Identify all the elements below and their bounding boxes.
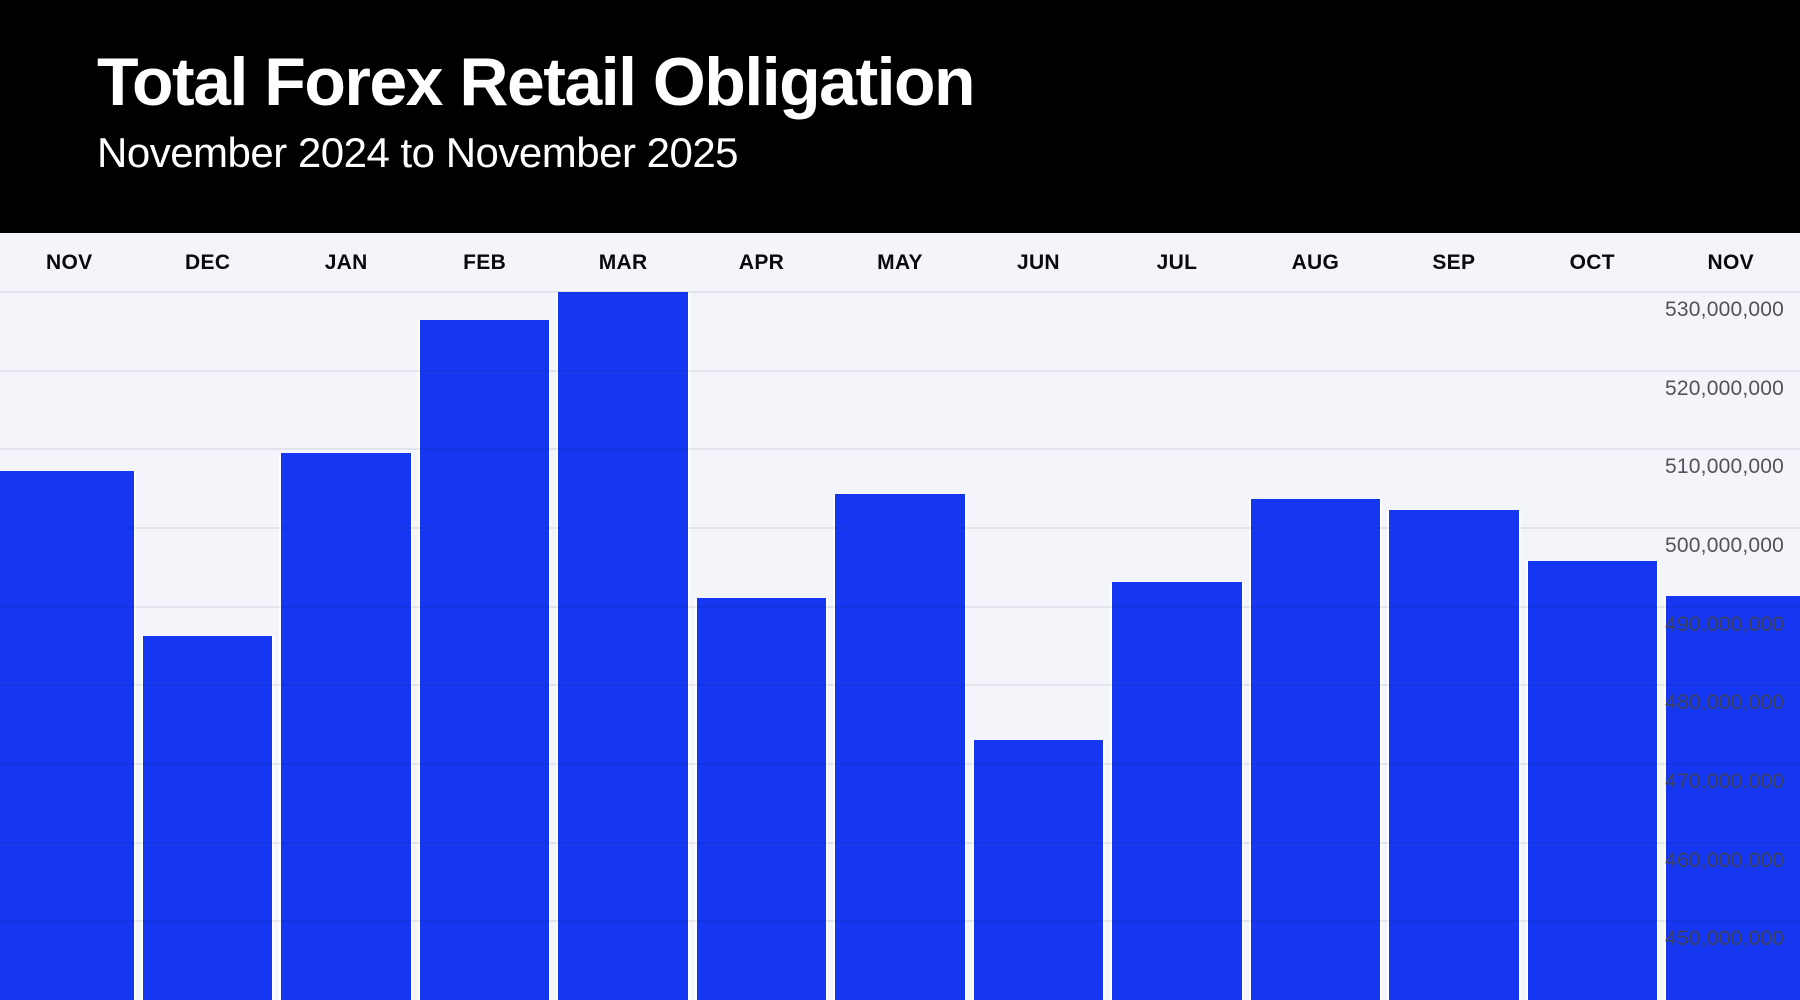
bar-dec-1[interactable]: [140, 635, 275, 1000]
bar-apr-5[interactable]: [694, 598, 829, 1000]
page-title: Total Forex Retail Obligation: [97, 44, 976, 120]
bar-oct-11[interactable]: [1525, 561, 1660, 1000]
y-tick-label-520000000: 520,000,000: [1665, 376, 1784, 400]
month-label-apr-5: APR: [738, 251, 785, 274]
bar-nov-12[interactable]: [1664, 595, 1800, 1000]
bar-nov-0[interactable]: [0, 471, 136, 1000]
y-tick-label-530000000: 530,000,000: [1665, 298, 1784, 321]
month-label-dec-1: DEC: [185, 251, 231, 274]
chart-header: Total Forex Retail Obligation November 2…: [0, 0, 1800, 233]
month-label-jul-8: JUL: [1156, 251, 1198, 274]
bar-mar-4[interactable]: [556, 292, 690, 1000]
month-label-nov-0: NOV: [46, 251, 93, 274]
month-label-oct-11: OCT: [1569, 251, 1615, 274]
bar-jan-2[interactable]: [279, 453, 413, 1000]
bar-feb-3[interactable]: [417, 320, 552, 1000]
gridline-510000000: [0, 448, 1800, 451]
month-label-may-6: MAY: [877, 251, 923, 274]
month-label-nov-12: NOV: [1707, 251, 1754, 274]
gridline-520000000: [0, 369, 1800, 372]
month-label-feb-3: FEB: [463, 251, 507, 274]
bar-sep-10[interactable]: [1387, 509, 1521, 1000]
month-label-aug-9: AUG: [1291, 251, 1340, 274]
month-label-jan-2: JAN: [324, 251, 368, 274]
bar-chart-plot-area: NOV DEC JAN FEB MAR APR MAY JUN JUL AUG SEP OCT NOV …: [0, 233, 1800, 1000]
y-tick-label-500000000: 500,000,000: [1665, 534, 1784, 557]
bar-may-6[interactable]: [833, 494, 967, 1000]
bar-jul-8[interactable]: [1110, 582, 1244, 1000]
month-label-sep-10: SEP: [1432, 251, 1476, 274]
month-label-jun-7: JUN: [1016, 251, 1060, 274]
bar-jun-7[interactable]: [971, 740, 1106, 1000]
y-tick-label-510000000: 510,000,000: [1665, 455, 1784, 479]
month-label-mar-4: MAR: [598, 251, 648, 274]
page-subtitle: November 2024 to November 2025: [97, 129, 739, 177]
bar-aug-9[interactable]: [1248, 498, 1383, 1000]
